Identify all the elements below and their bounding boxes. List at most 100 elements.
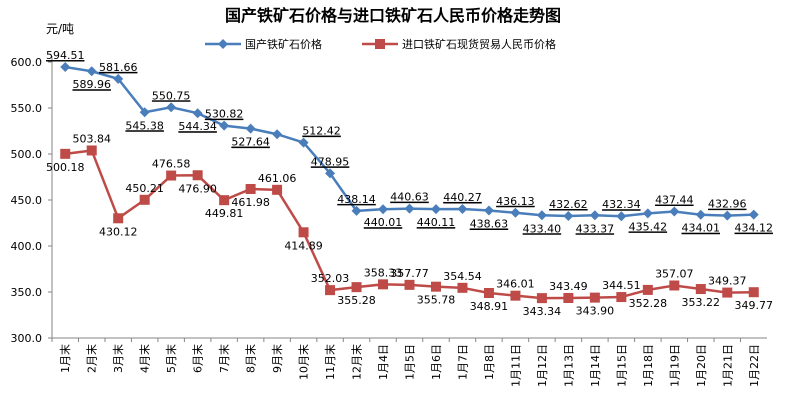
data-point-square [722, 287, 733, 298]
data-point-square [748, 287, 759, 298]
data-label: 440.01 [364, 216, 403, 229]
data-point-diamond [139, 107, 150, 118]
data-point-square [325, 285, 336, 296]
data-label: 414.89 [284, 239, 323, 252]
data-point-square [219, 195, 230, 206]
y-tick-label: 600.0 [11, 56, 43, 69]
data-label: 354.54 [443, 270, 482, 283]
x-tick-label: 1月13日 [562, 344, 575, 387]
x-tick-label: 1月末 [58, 344, 72, 373]
legend-marker-diamond-icon [205, 39, 241, 49]
chart-title: 国产铁矿石价格与进口铁矿石人民币价格走势图 [224, 6, 561, 25]
data-label: 433.40 [523, 222, 562, 235]
data-point-square [695, 284, 706, 295]
data-label: 433.37 [576, 222, 615, 235]
data-label: 346.01 [496, 278, 535, 291]
data-point-square [589, 292, 600, 303]
data-point-diamond [748, 209, 759, 220]
x-tick-label: 1月15日 [615, 344, 628, 387]
data-point-diamond [113, 73, 124, 84]
data-label: 440.63 [390, 191, 429, 204]
data-label: 343.90 [576, 305, 615, 318]
data-point-diamond [60, 62, 71, 73]
data-label: 355.78 [417, 294, 456, 307]
data-label: 476.90 [178, 182, 217, 195]
legend-label: 国产铁矿石价格 [245, 38, 322, 51]
data-point-diamond [378, 204, 389, 215]
data-point-square [483, 288, 494, 299]
x-tick-label: 1月11日 [509, 344, 522, 387]
data-point-diamond [404, 203, 415, 214]
data-point-square [457, 282, 468, 293]
data-label: 503.84 [72, 132, 111, 145]
y-axis-label: 元/吨 [46, 22, 75, 36]
data-point-diamond [272, 129, 283, 140]
data-label: 440.27 [443, 191, 482, 204]
data-point-square [536, 293, 547, 304]
x-tick-label: 10月末 [297, 344, 311, 380]
x-tick-label: 6月末 [191, 344, 205, 373]
data-label: 512.42 [302, 125, 341, 138]
x-tick-label: 4月末 [138, 344, 152, 373]
data-label: 476.58 [152, 158, 191, 171]
data-point-square [430, 281, 441, 292]
data-label: 357.07 [655, 267, 694, 280]
data-point-square [404, 279, 415, 290]
data-label: 478.95 [311, 155, 350, 168]
data-label: 348.91 [470, 300, 509, 313]
data-point-diamond [219, 120, 230, 131]
data-label: 438.14 [337, 193, 376, 206]
x-tick-label: 12月末 [350, 344, 364, 380]
x-tick-label: 1月14日 [589, 344, 602, 387]
y-tick-label: 400.0 [11, 240, 43, 253]
data-label: 432.34 [602, 198, 641, 211]
x-tick-label: 1月20日 [695, 344, 708, 387]
data-point-square [669, 280, 680, 291]
data-label: 530.82 [205, 108, 244, 121]
y-tick-label: 300.0 [11, 332, 43, 345]
x-tick-label: 1月19日 [668, 344, 681, 387]
data-label: 544.34 [178, 120, 217, 133]
y-tick-label: 550.0 [11, 102, 43, 115]
x-tick-label: 1月4日 [377, 344, 390, 380]
x-tick-label: 1月21日 [721, 344, 734, 387]
data-point-diamond [166, 102, 177, 113]
legend-item-domestic: 国产铁矿石价格 [205, 36, 322, 52]
x-tick-label: 9月末 [270, 344, 284, 373]
data-point-diamond [695, 209, 706, 220]
x-tick-label: 1月7日 [456, 344, 469, 380]
data-point-square [86, 145, 97, 156]
x-tick-label: 5月末 [164, 344, 178, 373]
data-point-square [272, 184, 283, 195]
data-label: 434.12 [735, 222, 774, 235]
data-label: 349.37 [708, 275, 747, 288]
data-point-diamond [245, 123, 256, 134]
x-tick-label: 3月末 [111, 344, 125, 373]
data-label: 432.62 [549, 198, 588, 211]
data-label: 352.28 [629, 297, 668, 310]
data-point-diamond [589, 210, 600, 221]
data-label: 353.22 [682, 296, 721, 309]
data-label: 437.44 [655, 194, 694, 207]
data-point-diamond [536, 210, 547, 221]
data-point-square [139, 194, 150, 205]
data-point-square [60, 148, 71, 159]
data-label: 461.06 [258, 172, 297, 185]
data-label: 349.77 [735, 299, 774, 312]
x-tick-label: 1月6日 [430, 344, 443, 380]
data-point-diamond [483, 205, 494, 216]
data-label: 358.33 [364, 266, 403, 279]
data-label: 450.21 [125, 182, 164, 195]
x-tick-label: 1月8日 [483, 344, 496, 380]
data-label: 440.11 [417, 216, 456, 229]
data-point-square [378, 279, 389, 290]
x-tick-label: 1月18日 [642, 344, 655, 387]
data-point-square [642, 284, 653, 295]
data-point-diamond [325, 168, 336, 179]
data-label: 343.49 [549, 280, 588, 293]
y-tick-label: 500.0 [11, 148, 43, 161]
legend-label: 进口铁矿石现货贸易人民币价格 [402, 38, 556, 51]
data-label: 545.38 [125, 119, 164, 132]
